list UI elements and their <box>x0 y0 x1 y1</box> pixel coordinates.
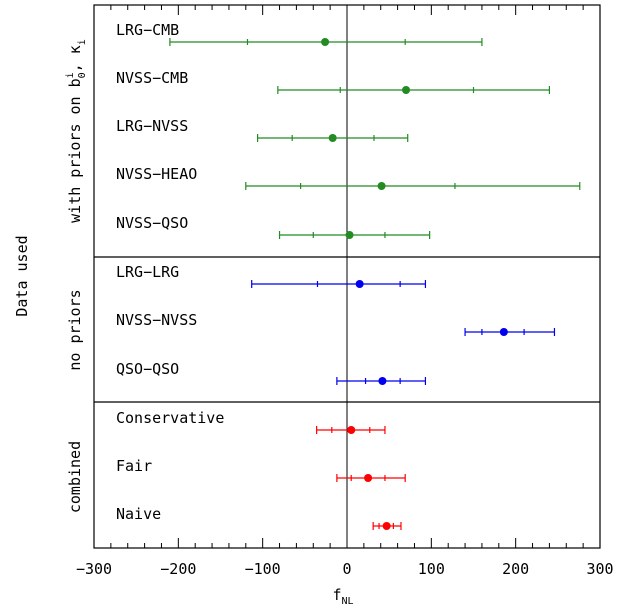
data-point <box>364 474 373 482</box>
row-label: Naive <box>116 505 161 523</box>
row-label: NVSS−HEAO <box>116 165 197 183</box>
x-tick-label: −300 <box>76 560 112 578</box>
data-point <box>321 38 330 46</box>
x-axis-title: fNL <box>332 586 353 607</box>
data-point <box>347 426 356 434</box>
y-axis-title: Data used <box>13 235 31 316</box>
x-tick-label: 0 <box>342 560 351 578</box>
row-label: LRG−CMB <box>116 21 179 39</box>
group-label: no priors <box>66 289 84 370</box>
x-tick-label: 300 <box>586 560 613 578</box>
plot-marks <box>93 4 601 549</box>
data-point <box>355 280 364 288</box>
data-point <box>499 328 508 336</box>
row-label: Fair <box>116 457 152 475</box>
data-point <box>328 134 337 142</box>
x-tick-label: −100 <box>245 560 281 578</box>
row-label: LRG−LRG <box>116 263 179 281</box>
data-point <box>402 86 411 94</box>
data-point <box>378 377 387 385</box>
x-tick-label: 100 <box>418 560 445 578</box>
row-label: NVSS−QSO <box>116 214 188 232</box>
x-tick-label: 200 <box>502 560 529 578</box>
plot-labels: −300 −200 −100 0 100 200 300 LRG−CMB NVSS−CMB LRG… <box>13 21 614 607</box>
row-label: QSO−QSO <box>116 360 179 378</box>
group-label: with priors on bi0, κi <box>65 39 88 223</box>
x-tick-label: −200 <box>160 560 196 578</box>
data-point <box>377 182 386 190</box>
data-point <box>382 522 391 530</box>
row-label: LRG−NVSS <box>116 117 188 135</box>
group-label: combined <box>66 441 84 513</box>
data-point <box>345 231 354 239</box>
row-label: NVSS−NVSS <box>116 311 197 329</box>
row-label: NVSS−CMB <box>116 69 188 87</box>
row-label: Conservative <box>116 409 224 427</box>
